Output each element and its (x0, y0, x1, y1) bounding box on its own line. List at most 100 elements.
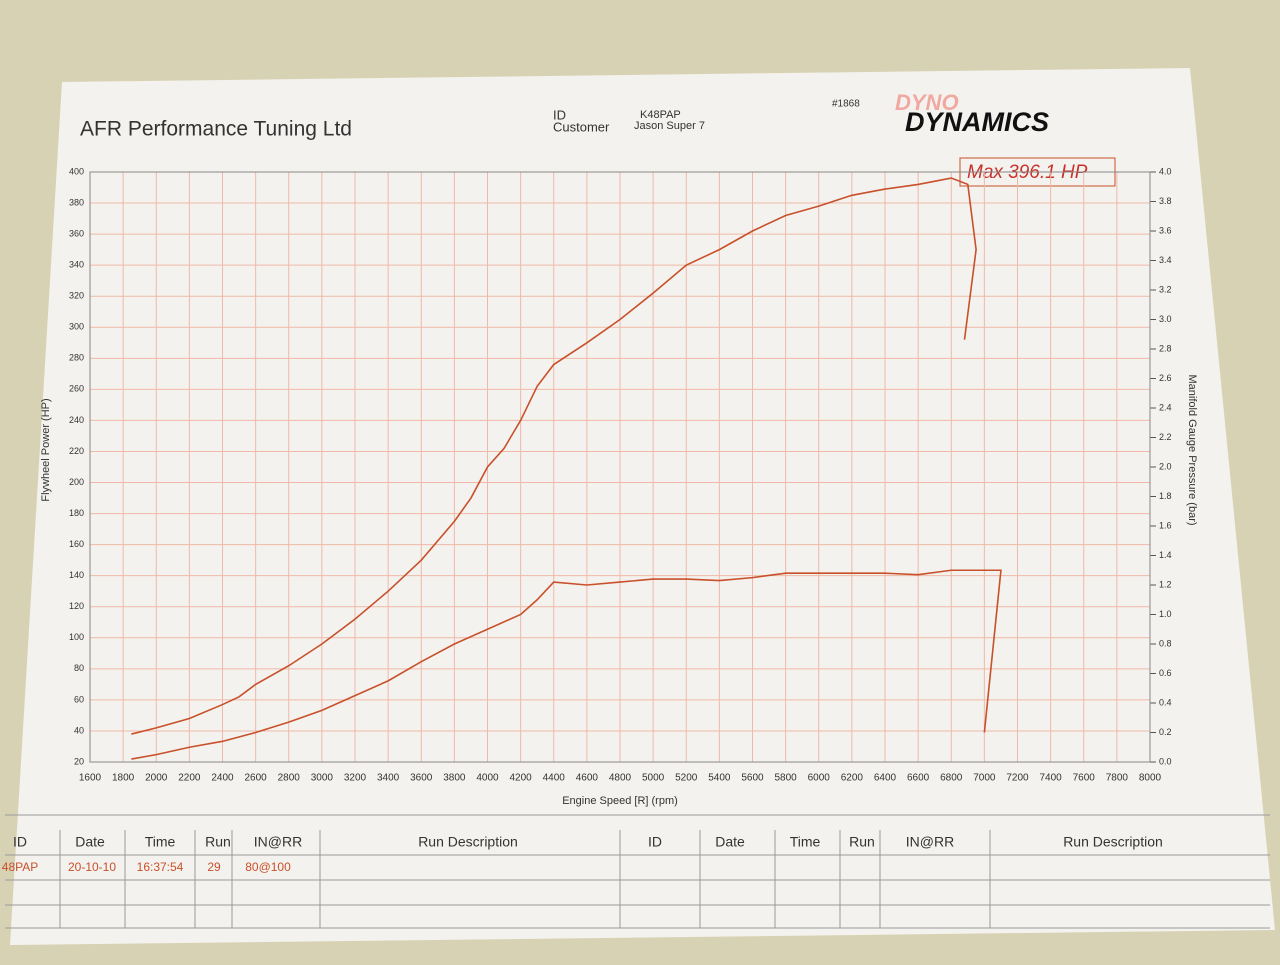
y2-tick-label: 2.2 (1159, 432, 1172, 442)
y2-tick-label: 2.6 (1159, 373, 1172, 383)
table-cell: 80@100 (245, 860, 291, 874)
x-tick-label: 4000 (476, 773, 499, 784)
x-tick-label: 7800 (1106, 773, 1129, 784)
y-tick-label: 100 (69, 632, 84, 642)
table-header: IN@RR (254, 834, 302, 850)
x-tick-label: 1600 (79, 773, 102, 784)
y2-tick-label: 3.0 (1159, 314, 1172, 324)
x-tick-label: 2800 (278, 773, 301, 784)
paper (10, 68, 1275, 945)
x-tick-label: 4200 (510, 773, 533, 784)
x-tick-label: 5000 (642, 773, 665, 784)
table-header: ID (648, 834, 662, 850)
x-tick-label: 3600 (410, 773, 433, 784)
series-line (131, 177, 977, 735)
y2-tick-label: 0.2 (1159, 727, 1172, 737)
x-tick-label: 2000 (145, 773, 168, 784)
y-tick-label: 300 (69, 322, 84, 332)
x-tick-label: 6000 (808, 773, 831, 784)
y2-tick-label: 3.8 (1159, 196, 1172, 206)
y-tick-label: 260 (69, 384, 84, 394)
chart-number: #1868 (832, 99, 860, 110)
table-header: Run Description (1063, 834, 1163, 850)
x-tick-label: 4400 (543, 773, 566, 784)
annotation: Max 396.1 HP (967, 162, 1088, 183)
y-tick-label: 360 (69, 228, 84, 238)
y2-tick-label: 3.2 (1159, 284, 1172, 294)
y-tick-label: 180 (69, 508, 84, 518)
y-tick-label: 120 (69, 601, 84, 611)
x-tick-label: 3200 (344, 773, 367, 784)
run-table: ID Date Time Run IN@RR Run Description ID Date T… (2, 814, 1270, 929)
table-cell: 20-10-10 (68, 860, 116, 874)
y2-tick-label: 2.8 (1159, 343, 1172, 353)
x-tick-label: 3000 (311, 773, 334, 784)
x-tick-label: 2200 (178, 773, 201, 784)
x-tick-label: 4600 (576, 773, 599, 784)
series-line (131, 569, 1002, 760)
y2-tick-label: 2.4 (1159, 402, 1172, 412)
customer-value: Jason Super 7 (634, 120, 705, 132)
table-header: Run (205, 834, 231, 850)
x-tick-label: 2600 (245, 773, 268, 784)
y2-axis-title: Manifold Gauge Pressure (bar) (1186, 374, 1198, 525)
company: AFR Performance Tuning Ltd (80, 118, 352, 141)
y2-tick-label: 0.8 (1159, 638, 1172, 648)
y-tick-label: 60 (74, 694, 84, 704)
id-label: ID (553, 107, 566, 122)
x-axis-title: Engine Speed [R] (rpm) (562, 795, 678, 807)
y-tick-label: 220 (69, 446, 84, 456)
y-tick-label: 20 (74, 756, 84, 766)
x-tick-label: 1800 (112, 773, 135, 784)
table-cell: 29 (207, 860, 221, 874)
y-tick-label: 160 (69, 539, 84, 549)
y2-tick-label: 1.4 (1159, 550, 1172, 560)
x-tick-label: 7000 (973, 773, 996, 784)
id-value: K48PAP (640, 109, 681, 121)
y-tick-label: 320 (69, 291, 84, 301)
x-tick-label: 7600 (1073, 773, 1096, 784)
y-tick-label: 80 (74, 663, 84, 673)
x-tick-label: 7400 (1040, 773, 1063, 784)
x-tick-label: 2400 (211, 773, 234, 784)
y2-tick-label: 3.6 (1159, 225, 1172, 235)
x-tick-label: 6800 (940, 773, 963, 784)
table-header: Time (790, 834, 821, 850)
table-header: Time (145, 834, 176, 850)
y-tick-label: 40 (74, 725, 84, 735)
y2-tick-label: 0.4 (1159, 697, 1172, 707)
x-tick-label: 5600 (741, 773, 764, 784)
y2-tick-label: 1.2 (1159, 579, 1172, 589)
y2-tick-label: 1.8 (1159, 491, 1172, 501)
y-tick-label: 200 (69, 477, 84, 487)
x-tick-label: 3800 (443, 773, 466, 784)
table-header: Run Description (418, 834, 518, 850)
y-axis-title: Flywheel Power (HP) (40, 398, 52, 501)
y2-tick-label: 4.0 (1159, 166, 1172, 176)
table-header: Run (849, 834, 875, 850)
table-header: IN@RR (906, 834, 954, 850)
y2-tick-label: 0.0 (1159, 756, 1172, 766)
y-tick-label: 240 (69, 415, 84, 425)
x-tick-label: 5800 (775, 773, 798, 784)
y-tick-label: 280 (69, 353, 84, 363)
y-tick-label: 340 (69, 260, 84, 270)
y-tick-label: 140 (69, 570, 84, 580)
y2-tick-label: 1.0 (1159, 609, 1172, 619)
x-tick-label: 5400 (708, 773, 731, 784)
customer-label: Customer (553, 119, 610, 134)
table-cell: 48PAP (2, 860, 38, 874)
y-tick-label: 400 (69, 166, 84, 176)
table-cell: 16:37:54 (137, 860, 184, 874)
logo: DYNAMICS (905, 107, 1049, 137)
y2-tick-label: 1.6 (1159, 520, 1172, 530)
x-tick-label: 8000 (1139, 773, 1162, 784)
x-tick-label: 6400 (874, 773, 897, 784)
x-tick-label: 5200 (675, 773, 698, 784)
x-tick-label: 3400 (377, 773, 400, 784)
y2-tick-label: 2.0 (1159, 461, 1172, 471)
x-tick-label: 6600 (907, 773, 930, 784)
logo-top: DYNO (895, 90, 959, 115)
plot-frame (89, 171, 1151, 763)
x-tick-label: 4800 (609, 773, 632, 784)
